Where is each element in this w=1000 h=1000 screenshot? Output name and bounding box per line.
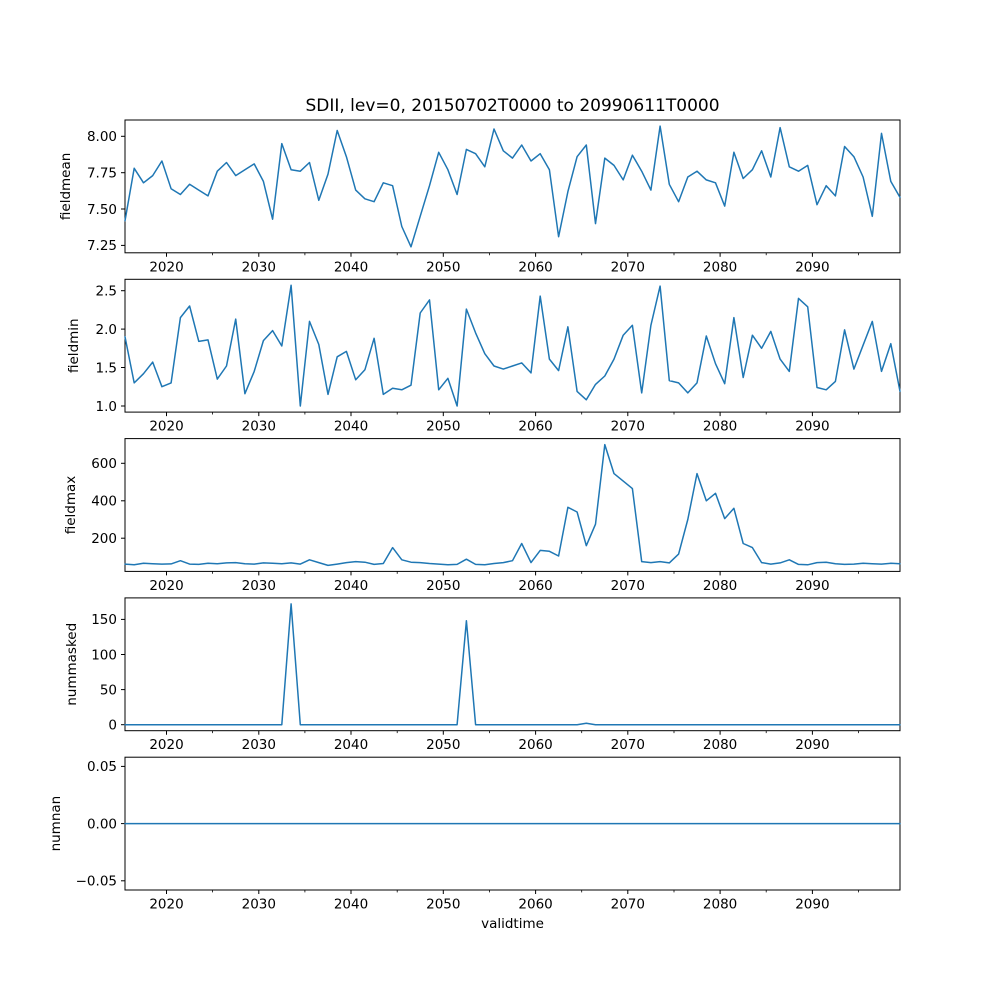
ylabel-fieldmean: fieldmean xyxy=(58,153,74,220)
x-tick-label: 2060 xyxy=(518,578,552,594)
x-tick-label: 2070 xyxy=(611,578,645,594)
x-tick-label: 2040 xyxy=(334,737,368,753)
x-tick-label: 2050 xyxy=(426,259,460,275)
chart-title: SDII, lev=0, 20150702T0000 to 20990611T0… xyxy=(305,96,720,116)
y-tick-label: 8.00 xyxy=(87,129,117,145)
y-tick-label: 100 xyxy=(91,647,117,663)
x-tick-label: 2090 xyxy=(795,897,829,913)
y-tick-label: 200 xyxy=(91,531,117,547)
subplot-nummasked: 2020 2030 2040 2050 2060 2070 2080 2090 0 50 100 15… xyxy=(64,597,901,753)
x-tick-label: 2050 xyxy=(426,897,460,913)
x-tick-label: 2080 xyxy=(703,578,737,594)
subplot-fieldmax: 2020 2030 2040 2050 2060 2070 2080 2090 200 400 60… xyxy=(63,438,901,594)
x-tick-label: 2050 xyxy=(426,578,460,594)
y-tick-label: 2.5 xyxy=(96,284,117,300)
y-tick-label: 400 xyxy=(91,494,117,510)
x-tick-label: 2060 xyxy=(518,897,552,913)
x-tick-label: 2070 xyxy=(611,259,645,275)
x-tick-label: 2040 xyxy=(334,897,368,913)
x-tick-label: 2090 xyxy=(795,419,829,435)
y-tick-label: 7.75 xyxy=(87,166,117,182)
line-fieldmean xyxy=(124,125,901,248)
x-tick-label: 2060 xyxy=(518,259,552,275)
y-tick-label: 7.50 xyxy=(87,202,117,218)
x-tick-label: 2020 xyxy=(149,737,183,753)
y-tick-label: 1.0 xyxy=(96,399,117,415)
x-tick-label: 2040 xyxy=(334,259,368,275)
axes-frame xyxy=(124,119,901,254)
x-tick-label: 2020 xyxy=(149,419,183,435)
y-tick-label: 50 xyxy=(100,682,117,698)
x-tick-label: 2020 xyxy=(149,578,183,594)
y-tick-label: −0.05 xyxy=(76,874,117,890)
x-tick-label: 2070 xyxy=(611,737,645,753)
subplot-fieldmin: 2020 2030 2040 2050 2060 2070 2080 2090 1.0 1.5 2.… xyxy=(66,278,901,435)
x-tick-label: 2040 xyxy=(334,419,368,435)
x-tick-label: 2080 xyxy=(703,737,737,753)
y-tick-label: 0 xyxy=(108,718,117,734)
x-tick-label: 2080 xyxy=(703,419,737,435)
x-tick-label: 2060 xyxy=(518,737,552,753)
ylabel-numnan: numnan xyxy=(48,796,64,852)
x-axis-label: validtime xyxy=(481,916,544,932)
y-tick-label: 0.05 xyxy=(87,759,117,775)
x-tick-label: 2070 xyxy=(611,897,645,913)
x-tick-label: 2030 xyxy=(242,419,276,435)
x-tick-label: 2060 xyxy=(518,419,552,435)
x-tick-label: 2080 xyxy=(703,897,737,913)
line-nummasked xyxy=(124,603,901,726)
x-tick-label: 2030 xyxy=(242,897,276,913)
x-tick-label: 2090 xyxy=(795,259,829,275)
x-tick-label: 2080 xyxy=(703,259,737,275)
line-fieldmax xyxy=(124,443,901,567)
y-tick-label: 0.00 xyxy=(87,816,117,832)
x-tick-label: 2090 xyxy=(795,578,829,594)
line-fieldmin xyxy=(124,284,901,407)
axes-frame xyxy=(124,438,901,572)
y-tick-label: 7.25 xyxy=(87,238,117,254)
x-tick-label: 2020 xyxy=(149,259,183,275)
y-tick-label: 1.5 xyxy=(96,360,117,376)
subplot-numnan: 2020 2030 2040 2050 2060 2070 2080 2090 −0.05 0.0… xyxy=(48,756,901,913)
axes-frame xyxy=(124,278,901,413)
y-tick-label: 2.0 xyxy=(96,322,117,338)
x-tick-label: 2050 xyxy=(426,737,460,753)
y-tick-label: 150 xyxy=(91,612,117,628)
x-tick-label: 2040 xyxy=(334,578,368,594)
ylabel-nummasked: nummasked xyxy=(64,623,80,706)
x-tick-label: 2030 xyxy=(242,259,276,275)
x-tick-label: 2090 xyxy=(795,737,829,753)
x-tick-label: 2070 xyxy=(611,419,645,435)
x-tick-label: 2030 xyxy=(242,737,276,753)
axes-frame xyxy=(124,597,901,732)
x-tick-label: 2050 xyxy=(426,419,460,435)
y-tick-label: 600 xyxy=(91,456,117,472)
x-tick-label: 2020 xyxy=(149,897,183,913)
subplot-fieldmean: 2020 2030 2040 2050 2060 2070 2080 2090 7.25 7.50… xyxy=(58,119,901,275)
ylabel-fieldmin: fieldmin xyxy=(66,318,82,373)
ylabel-fieldmax: fieldmax xyxy=(63,476,79,535)
x-tick-label: 2030 xyxy=(242,578,276,594)
